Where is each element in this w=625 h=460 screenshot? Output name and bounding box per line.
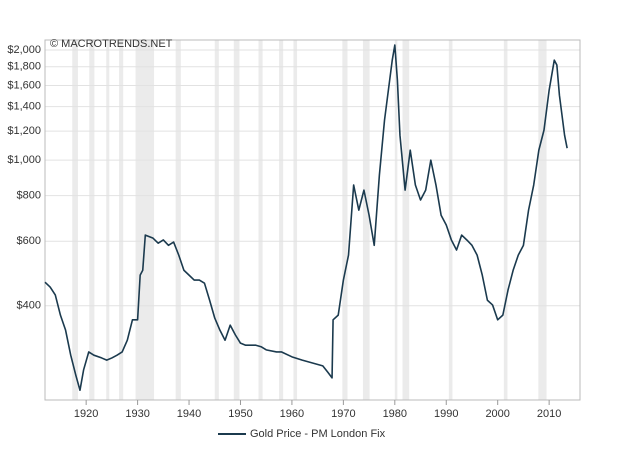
y-tick-label: $600 bbox=[17, 235, 41, 247]
shaded-period bbox=[394, 40, 398, 400]
shaded-period bbox=[538, 40, 547, 400]
legend-label: Gold Price - PM London Fix bbox=[250, 428, 386, 440]
y-tick-label: $1,000 bbox=[7, 154, 41, 166]
shaded-period bbox=[135, 40, 155, 400]
x-tick-label: 2010 bbox=[537, 408, 561, 420]
shaded-period bbox=[106, 40, 110, 400]
y-tick-label: $1,800 bbox=[7, 61, 41, 73]
series-line bbox=[44, 44, 568, 392]
axes: $400 $600 $800 $1,000 $1,200 $1,400 $1,600 $1,8… bbox=[7, 44, 561, 420]
y-tick-label: $400 bbox=[17, 300, 41, 312]
x-tick-label: 1950 bbox=[228, 408, 252, 420]
shaded-period bbox=[279, 40, 284, 400]
y-tick-label: $1,400 bbox=[7, 101, 41, 113]
plot-frame bbox=[44, 39, 581, 401]
shaded-period bbox=[258, 40, 263, 400]
shaded-period bbox=[402, 40, 410, 400]
x-tick-label: 1980 bbox=[383, 408, 407, 420]
shaded-period bbox=[119, 40, 124, 400]
shaded-period bbox=[293, 40, 298, 400]
shaded-period bbox=[233, 40, 240, 400]
x-tick-label: 1920 bbox=[74, 408, 98, 420]
shaded-period bbox=[214, 40, 219, 400]
shaded-period bbox=[89, 40, 95, 400]
shaded-period bbox=[448, 40, 453, 400]
shaded-period bbox=[362, 40, 370, 400]
x-tick-label: 1930 bbox=[125, 408, 149, 420]
x-tick-label: 1990 bbox=[434, 408, 458, 420]
x-tick-label: 1940 bbox=[177, 408, 201, 420]
shaded-period bbox=[342, 40, 348, 400]
y-tick-label: $1,200 bbox=[7, 125, 41, 137]
shading bbox=[72, 40, 547, 400]
y-tick-label: $1,600 bbox=[7, 79, 41, 91]
grid bbox=[45, 49, 580, 307]
shaded-period bbox=[175, 40, 181, 400]
shaded-period bbox=[72, 40, 78, 400]
x-tick-label: 1960 bbox=[280, 408, 304, 420]
watermark: © MACROTRENDS.NET bbox=[50, 38, 173, 50]
x-tick-label: 1970 bbox=[331, 408, 355, 420]
x-tick-label: 2000 bbox=[485, 408, 509, 420]
series bbox=[44, 44, 568, 392]
shaded-period bbox=[503, 40, 508, 400]
y-tick-label: $2,000 bbox=[7, 44, 41, 56]
y-tick-label: $800 bbox=[17, 190, 41, 202]
